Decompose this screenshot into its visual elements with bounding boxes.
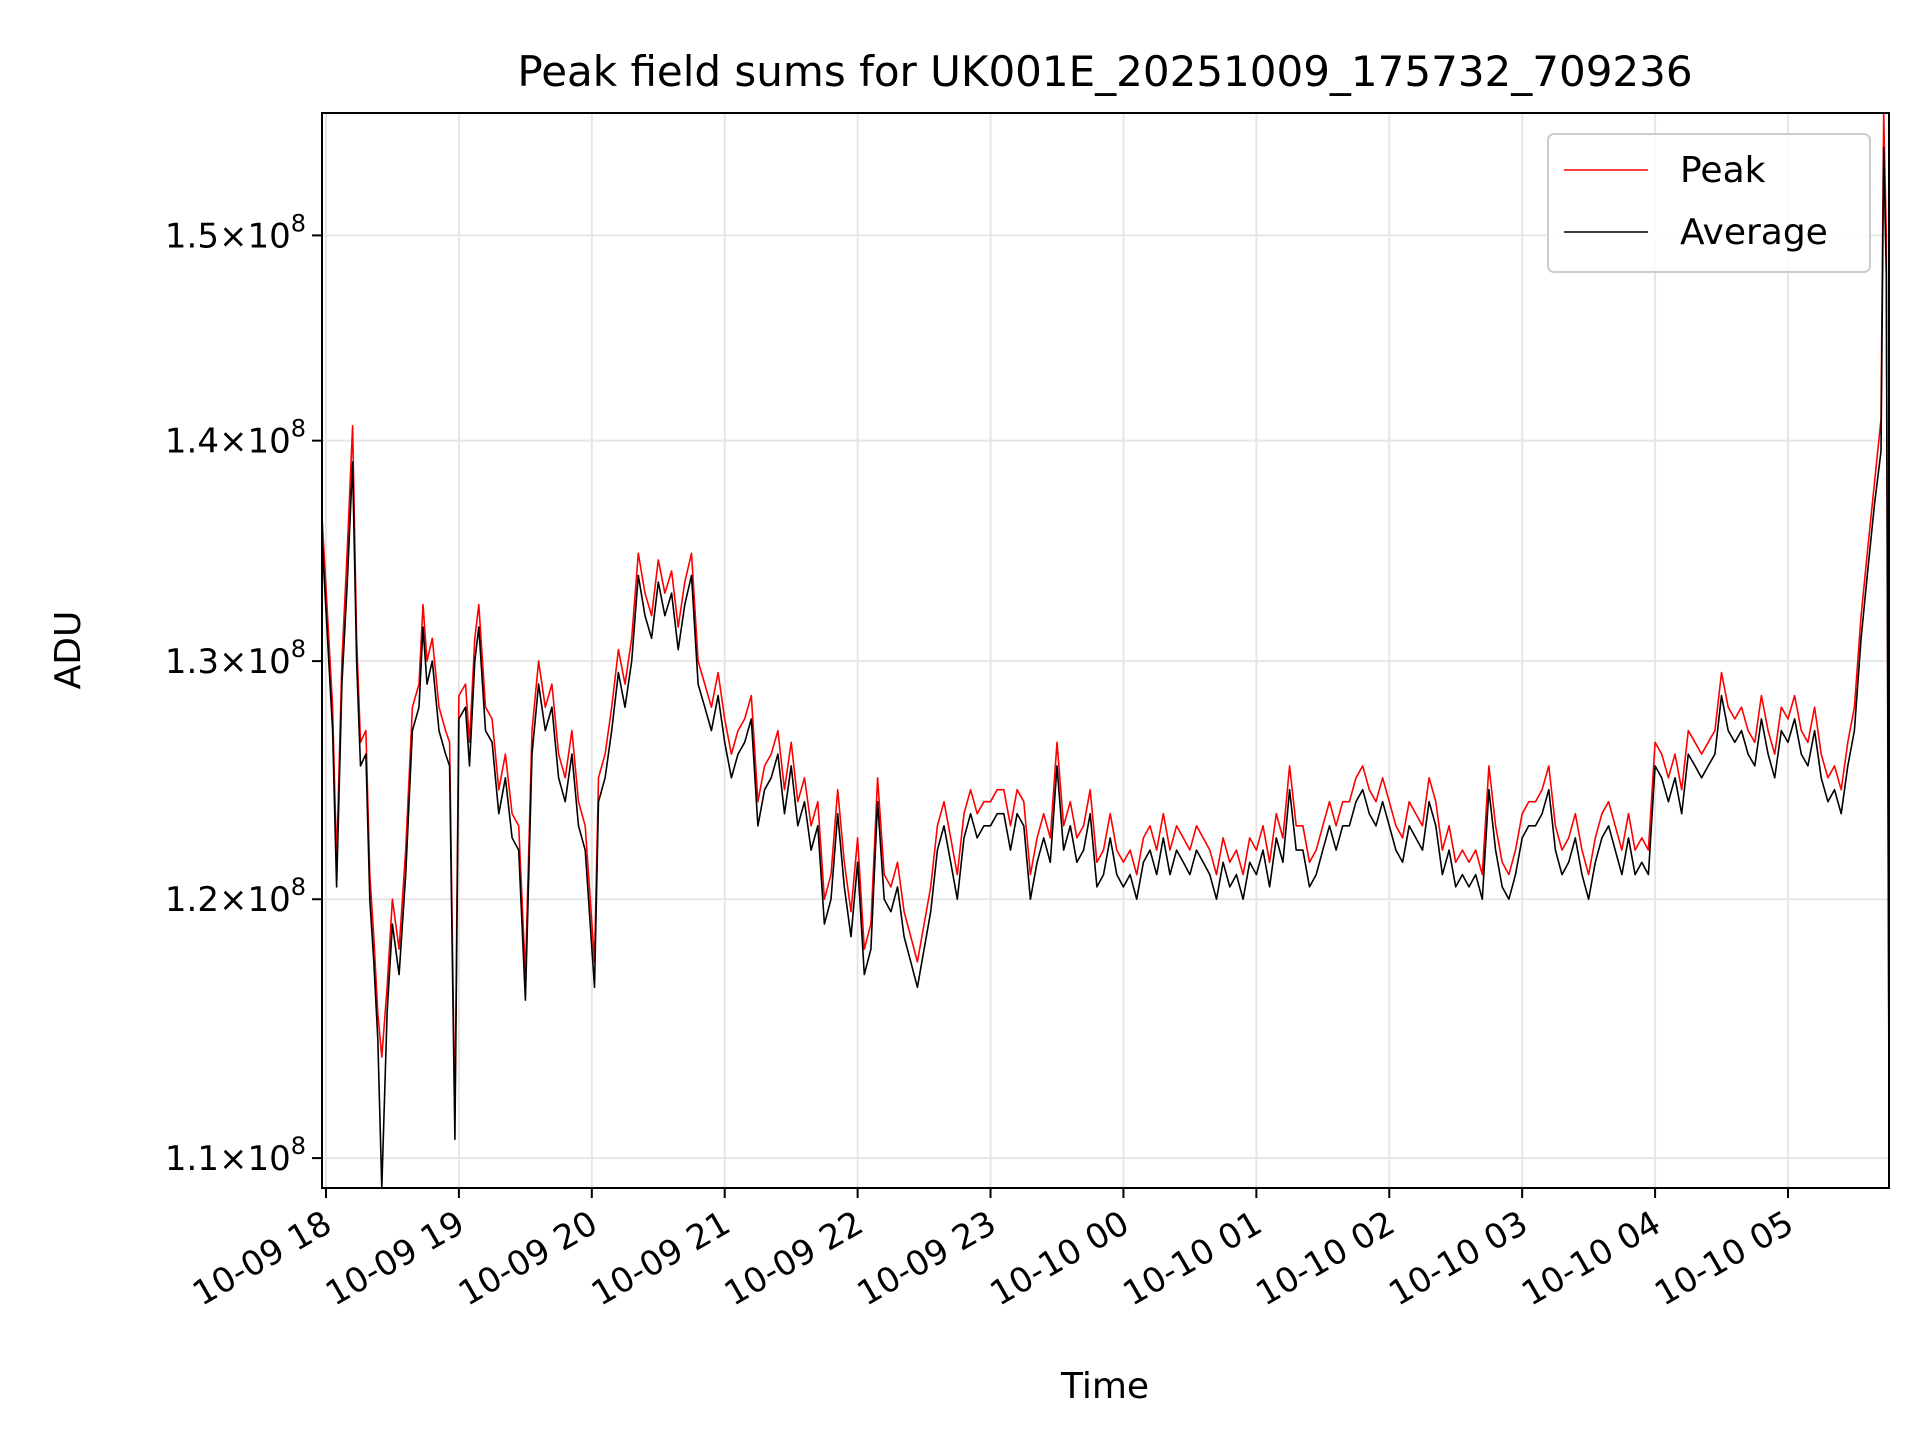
y-tick-exponent: 8: [291, 635, 306, 663]
series-layer: [322, 113, 1889, 1188]
y-tick-label: 1.2×108: [165, 873, 306, 920]
x-axis-label: Time: [1060, 1366, 1149, 1407]
y-tick-label: 1.3×108: [165, 635, 306, 682]
y-tick-label: 1.4×108: [165, 415, 306, 462]
series-line-peak: [322, 113, 1889, 1119]
y-tick-base: 10: [247, 216, 290, 256]
y-tick-exponent: 8: [291, 1132, 306, 1160]
y-tick-base: 10: [247, 642, 290, 682]
y-tick-base: 10: [247, 1139, 290, 1179]
legend: Peak Average: [1547, 133, 1871, 273]
legend-average-label: Average: [1680, 212, 1828, 253]
y-tick-base: 10: [247, 422, 290, 462]
y-tick-sep: ×: [219, 216, 248, 256]
legend-peak-label: Peak: [1680, 150, 1766, 191]
y-tick-sep: ×: [219, 422, 248, 462]
legend-box: [1547, 133, 1871, 273]
y-tick-mantissa: 1.1: [165, 1139, 219, 1179]
chart-title: Peak field sums for UK001E_20251009_1757…: [517, 47, 1692, 96]
y-tick-base: 10: [247, 880, 290, 920]
y-tick-mantissa: 1.5: [165, 216, 219, 256]
y-tick-label: 1.1×108: [165, 1132, 306, 1179]
y-tick-mantissa: 1.4: [165, 422, 219, 462]
y-tick-exponent: 8: [291, 873, 306, 901]
y-tick-exponent: 8: [291, 209, 306, 237]
y-tick-label: 1.5×108: [165, 209, 306, 256]
y-axis-label: ADU: [48, 611, 89, 690]
series-line-average: [322, 146, 1889, 1188]
y-tick-sep: ×: [219, 642, 248, 682]
grid: [322, 113, 1889, 1188]
y-tick-mantissa: 1.3: [165, 642, 219, 682]
y-tick-sep: ×: [219, 880, 248, 920]
plot-frame: [321, 112, 1890, 1189]
y-tick-exponent: 8: [291, 415, 306, 443]
y-tick-sep: ×: [219, 1139, 248, 1179]
y-tick-mantissa: 1.2: [165, 880, 219, 920]
